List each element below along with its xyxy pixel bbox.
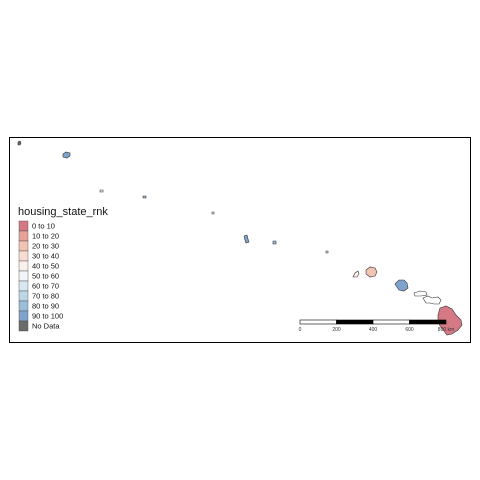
island-kauai[interactable] <box>365 266 378 278</box>
legend-swatch <box>18 270 29 282</box>
legend-swatch <box>18 250 29 262</box>
scale-label-600: 600 <box>405 327 414 333</box>
legend-swatch <box>18 230 29 242</box>
island-necker[interactable] <box>243 234 250 244</box>
legend-swatch <box>18 320 29 332</box>
legend-label: 0 to 10 <box>32 222 55 231</box>
scale-segment-1 <box>299 319 337 325</box>
legend-label: 10 to 20 <box>32 232 59 241</box>
legend-swatch <box>18 240 29 252</box>
legend-label: 60 to 70 <box>32 282 59 291</box>
legend-label: No Data <box>32 322 60 331</box>
island-small-3[interactable] <box>211 211 215 215</box>
map-frame <box>9 137 471 343</box>
scale-bar: 0 200 400 600 800 km <box>299 319 454 333</box>
island-maui[interactable] <box>422 295 442 305</box>
legend-label: 50 to 60 <box>32 272 59 281</box>
islands <box>17 140 463 336</box>
legend-swatch <box>18 310 29 322</box>
scale-label-400: 400 <box>369 327 378 333</box>
island-oahu[interactable] <box>394 279 409 292</box>
scale-label-800-km: 800 km <box>438 327 454 333</box>
island-niihau[interactable] <box>352 270 360 278</box>
legend-title: housing_state_rnk <box>18 206 108 218</box>
island-kure-atoll[interactable] <box>17 140 22 146</box>
scale-segment-3 <box>372 319 410 325</box>
legend-swatch <box>18 260 29 272</box>
legend-label: 70 to 80 <box>32 292 59 301</box>
scale-label-0: 0 <box>299 327 302 333</box>
legend-swatch <box>18 290 29 302</box>
legend-swatch <box>18 300 29 312</box>
legend-label: 30 to 40 <box>32 252 59 261</box>
island-small-4[interactable] <box>272 240 277 245</box>
island-laysan[interactable] <box>62 151 71 159</box>
scale-label-200: 200 <box>332 327 341 333</box>
legend-swatch <box>18 280 29 292</box>
legend-swatch <box>18 220 29 232</box>
island-small-5[interactable] <box>325 250 329 254</box>
scale-segment-4 <box>409 319 447 325</box>
island-small-2[interactable] <box>142 195 147 199</box>
scale-segment-2 <box>336 319 374 325</box>
legend-label: 90 to 100 <box>32 312 63 321</box>
island-molokai[interactable] <box>413 290 428 297</box>
island-small-1[interactable] <box>99 189 104 193</box>
legend-label: 80 to 90 <box>32 302 59 311</box>
legend-label: 40 to 50 <box>32 262 59 271</box>
legend-label: 20 to 30 <box>32 242 59 251</box>
